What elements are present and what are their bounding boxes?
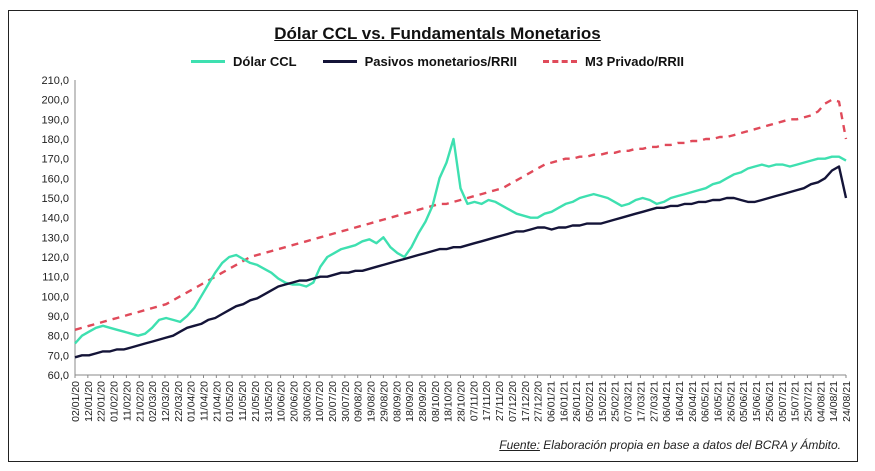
y-tick-label: 140,0 [41, 213, 69, 225]
x-tick-label: 06/05/21 [700, 381, 712, 422]
x-tick-label: 31/05/20 [263, 381, 275, 422]
y-tick-label: 120,0 [41, 252, 69, 264]
x-tick-label: 21/04/20 [211, 381, 223, 422]
x-tick-label: 18/09/20 [404, 381, 416, 422]
y-tick-label: 180,0 [41, 134, 69, 146]
x-tick-label: 26/01/21 [571, 381, 583, 422]
x-tick-label: 26/05/21 [725, 381, 737, 422]
x-tick-label: 15/07/21 [790, 381, 802, 422]
y-tick-label: 170,0 [41, 154, 69, 166]
x-tick-label: 09/08/20 [353, 381, 365, 422]
y-tick-label: 210,0 [41, 75, 69, 87]
chart-legend: Dólar CCL Pasivos monetarios/RRII M3 Pri… [0, 54, 875, 69]
x-tick-label: 15/06/21 [751, 381, 763, 422]
legend-item-pasivos: Pasivos monetarios/RRII [322, 54, 518, 69]
legend-label-pasivos: Pasivos monetarios/RRII [364, 54, 518, 69]
chart-title: Dólar CCL vs. Fundamentals Monetarios [274, 24, 601, 43]
x-tick-label: 27/03/21 [648, 381, 660, 422]
x-tick-label: 28/09/20 [417, 381, 429, 422]
x-tick-label: 05/02/21 [584, 381, 596, 422]
x-tick-label: 26/04/21 [687, 381, 699, 422]
x-tick-label: 16/01/21 [558, 381, 570, 422]
x-tick-label: 02/03/20 [147, 381, 159, 422]
source-note: Fuente: Elaboración propia en base a dat… [499, 438, 841, 452]
x-tick-label: 24/08/21 [841, 381, 853, 422]
x-tick-label: 14/08/21 [828, 381, 840, 422]
legend-item-dolar-ccl: Dólar CCL [191, 54, 297, 69]
x-tick-label: 06/04/21 [661, 381, 673, 422]
y-tick-label: 150,0 [41, 193, 69, 205]
x-tick-label: 27/11/20 [494, 381, 506, 421]
x-tick-label: 11/04/20 [199, 381, 211, 421]
x-tick-label: 17/12/20 [520, 381, 532, 422]
y-tick-label: 60,0 [48, 370, 69, 382]
series-line-0 [74, 137, 847, 345]
x-tick-label: 28/10/20 [456, 381, 468, 422]
x-tick-label: 10/06/20 [276, 381, 288, 422]
x-tick-label: 29/08/20 [378, 381, 390, 422]
x-tick-label: 10/07/20 [314, 381, 326, 422]
y-tick-label: 110,0 [42, 272, 69, 284]
x-tick-label: 22/03/20 [173, 381, 185, 422]
x-tick-label: 07/03/21 [623, 381, 635, 422]
x-tick-label: 25/06/21 [764, 381, 776, 422]
legend-swatch-pasivos [322, 60, 357, 63]
y-tick-label: 90,0 [48, 311, 69, 323]
legend-swatch-m3 [543, 60, 578, 63]
x-tick-label: 04/08/21 [815, 381, 827, 422]
y-tick-label: 70,0 [48, 350, 69, 362]
x-tick-label: 11/02/20 [121, 381, 133, 421]
x-tick-label: 20/06/20 [288, 381, 300, 422]
x-tick-label: 18/10/20 [443, 381, 455, 422]
x-tick-label: 30/06/20 [301, 381, 313, 422]
x-tick-label: 30/07/20 [340, 381, 352, 422]
y-tick-label: 160,0 [41, 173, 69, 185]
x-tick-label: 08/09/20 [391, 381, 403, 422]
x-tick-label: 20/07/20 [327, 381, 339, 422]
source-label: Fuente: [499, 438, 540, 452]
x-tick-label: 07/11/20 [468, 381, 480, 421]
series-line-1 [74, 165, 848, 359]
x-tick-label: 08/10/20 [430, 381, 442, 422]
legend-label-m3: M3 Privado/RRII [585, 54, 684, 69]
y-tick-label: 130,0 [41, 232, 69, 244]
legend-item-m3: M3 Privado/RRII [543, 54, 684, 69]
x-tick-label: 01/04/20 [186, 381, 198, 422]
x-tick-label: 01/05/20 [224, 381, 236, 422]
y-tick-label: 80,0 [48, 331, 69, 343]
x-tick-label: 22/01/20 [96, 381, 108, 422]
x-tick-label: 05/07/21 [777, 381, 789, 422]
x-tick-label: 11/05/20 [237, 381, 249, 421]
x-tick-label: 16/04/21 [674, 381, 686, 422]
x-tick-label: 21/02/20 [134, 381, 146, 422]
x-tick-label: 21/05/20 [250, 381, 262, 422]
y-tick-label: 200,0 [41, 95, 69, 107]
legend-label-dolar-ccl: Dólar CCL [233, 54, 297, 69]
x-tick-label: 12/01/20 [83, 381, 95, 422]
legend-swatch-dolar-ccl [191, 60, 225, 63]
y-tick-label: 100,0 [41, 291, 69, 303]
x-tick-label: 17/11/20 [481, 381, 493, 421]
series-line-2 [74, 98, 848, 331]
chart-frame [8, 10, 858, 462]
x-tick-label: 07/12/20 [507, 381, 519, 422]
x-tick-label: 12/03/20 [160, 381, 172, 422]
y-tick-label: 190,0 [41, 114, 69, 126]
x-tick-label: 05/06/21 [738, 381, 750, 422]
source-text: Elaboración propia en base a datos del B… [539, 438, 841, 452]
x-tick-label: 27/12/20 [533, 381, 545, 422]
x-tick-label: 19/08/20 [366, 381, 378, 422]
x-tick-label: 01/02/20 [109, 381, 121, 422]
x-tick-label: 25/02/21 [610, 381, 622, 422]
x-tick-label: 02/01/20 [70, 381, 82, 422]
x-tick-label: 16/05/21 [713, 381, 725, 422]
x-tick-label: 15/02/21 [597, 381, 609, 422]
x-tick-label: 17/03/21 [635, 381, 647, 422]
x-tick-label: 06/01/21 [545, 381, 557, 422]
x-tick-label: 25/07/21 [802, 381, 814, 422]
